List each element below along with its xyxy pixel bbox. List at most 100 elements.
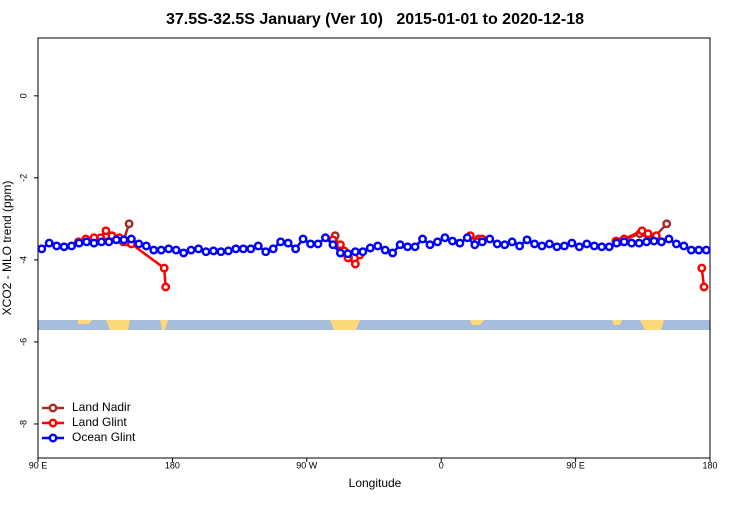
- data-point: [328, 240, 338, 250]
- y-tick-label: -8: [18, 420, 28, 428]
- data-point: [124, 219, 134, 229]
- data-point: [418, 234, 427, 244]
- data-point: [82, 237, 91, 247]
- data-point: [597, 242, 607, 252]
- data-point: [246, 244, 256, 254]
- data-point: [507, 237, 517, 247]
- y-axis-label: XCO2 - MLO trend (ppm): [0, 181, 14, 316]
- data-point: [589, 241, 599, 251]
- data-point: [283, 238, 293, 248]
- data-point: [164, 244, 174, 254]
- data-point: [171, 245, 181, 255]
- data-point: [365, 243, 375, 253]
- series-line: [77, 228, 706, 288]
- data-point: [223, 246, 233, 256]
- x-tick-label: 90 E: [29, 460, 48, 470]
- data-point: [643, 229, 653, 239]
- data-point: [276, 237, 286, 247]
- data-point: [373, 241, 383, 251]
- data-point: [657, 237, 666, 247]
- data-point: [37, 244, 47, 254]
- data-point: [350, 259, 360, 269]
- data-point: [455, 238, 465, 248]
- x-tick-label: 90 W: [296, 460, 318, 470]
- data-point: [545, 239, 554, 249]
- data-point: [306, 239, 315, 249]
- data-point: [671, 239, 681, 249]
- data-point: [537, 241, 547, 251]
- data-point: [686, 245, 696, 255]
- data-point: [619, 237, 629, 247]
- data-point: [395, 240, 405, 250]
- data-point: [485, 234, 495, 244]
- data-point: [194, 244, 203, 254]
- data-point: [470, 240, 480, 250]
- data-point: [559, 241, 569, 251]
- data-point: [321, 233, 330, 243]
- legend-label: Land Glint: [72, 415, 127, 429]
- x-tick-label: 180: [702, 460, 717, 470]
- data-point: [515, 241, 525, 251]
- data-point: [574, 242, 584, 252]
- data-point: [313, 239, 323, 249]
- data-point: [701, 245, 711, 255]
- data-point: [126, 234, 136, 244]
- data-point: [697, 263, 707, 273]
- legend-marker: [48, 403, 58, 413]
- data-point: [699, 282, 709, 292]
- data-point: [380, 245, 390, 255]
- data-point: [634, 238, 644, 248]
- data-point: [59, 242, 69, 252]
- data-point: [209, 246, 218, 256]
- data-point: [388, 248, 398, 258]
- x-tick-label: 0: [439, 460, 444, 470]
- data-point: [101, 226, 111, 236]
- data-point: [261, 247, 271, 257]
- data-point: [216, 247, 226, 257]
- data-point: [662, 219, 672, 229]
- data-point: [477, 237, 487, 247]
- y-tick-label: -2: [18, 174, 28, 182]
- data-point: [149, 245, 159, 255]
- x-tick-label: 180: [165, 460, 180, 470]
- data-point: [522, 235, 532, 245]
- data-point: [582, 239, 592, 249]
- data-point: [161, 282, 171, 292]
- data-point: [291, 244, 301, 254]
- data-point: [67, 241, 77, 251]
- chart-title: 37.5S-32.5S January (Ver 10) 2015-01-01 …: [166, 11, 584, 28]
- legend-label: Ocean Glint: [72, 430, 136, 444]
- data-point: [186, 245, 196, 255]
- data-point: [119, 235, 129, 245]
- data-point: [231, 244, 241, 254]
- data-point: [104, 237, 114, 247]
- y-tick-label: 0: [18, 93, 28, 98]
- data-point: [159, 263, 169, 273]
- legend-marker: [48, 433, 58, 443]
- data-point: [612, 238, 622, 248]
- data-point: [134, 239, 144, 249]
- data-point: [567, 238, 577, 248]
- data-point: [89, 238, 99, 248]
- data-point: [627, 238, 637, 248]
- map-strip: [38, 320, 710, 330]
- data-point: [425, 240, 435, 250]
- data-point: [694, 245, 704, 255]
- data-point: [156, 245, 166, 255]
- data-point: [350, 247, 360, 257]
- data-point: [447, 236, 457, 246]
- data-point: [440, 233, 450, 243]
- x-tick-label: 90 E: [566, 460, 585, 470]
- data-point: [74, 238, 84, 248]
- data-point: [111, 235, 121, 245]
- data-point: [530, 239, 539, 249]
- data-point: [358, 247, 368, 257]
- data-point: [664, 234, 674, 244]
- data-point: [268, 244, 278, 254]
- data-point: [141, 241, 151, 251]
- data-point: [298, 234, 308, 244]
- x-axis-label: Longitude: [349, 476, 402, 490]
- data-point: [97, 237, 106, 247]
